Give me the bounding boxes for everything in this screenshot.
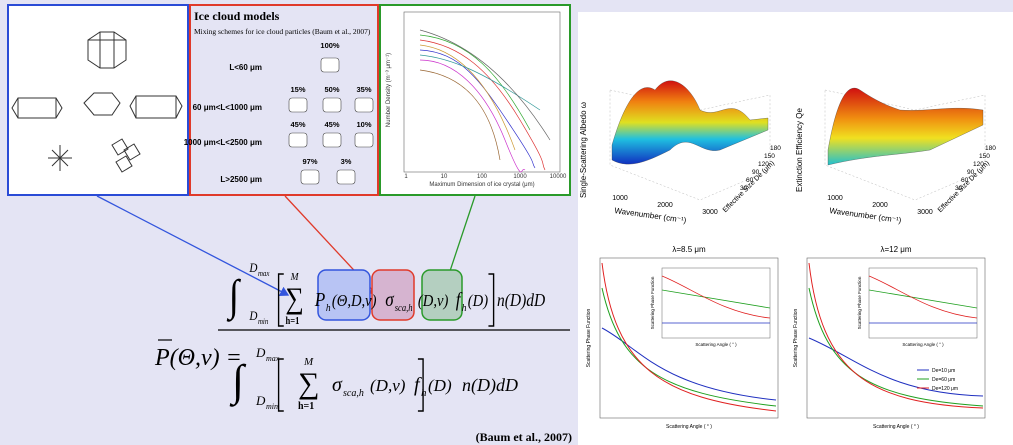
y-tick-label: 180 [985,145,996,152]
x-tick-label: 1000 [513,174,527,180]
sigma-sub: sca,h [343,388,364,399]
inset-y-label: Scattering Phase Function [857,276,862,329]
sum-bottom: h=1 [298,401,314,412]
sigma: σ [385,289,394,312]
sum: ∑ [298,367,319,400]
formula-lhs: P(Θ,ν) = [154,345,242,371]
y-tick-label: 120 [758,161,769,168]
sum: ∑ [285,282,303,315]
x-tick-label: 3000 [917,209,933,216]
f-sub: h [462,302,467,314]
top-strip [578,0,1013,12]
row-label: 1000 μm<L<2500 μm [184,138,262,147]
limit-lower-sub: min [266,402,278,411]
f-sub: h [421,387,427,399]
phase-x-label: Scattering Angle ( ° ) [873,424,919,430]
y-tick-label: 60 [961,177,969,184]
page: Ice cloud models and bulk scattering pro… [0,0,1013,445]
limit-upper-sub: max [266,354,280,363]
extinction-z-label: Extinction Efficiency Qe [795,108,804,192]
inset-y-label: Scattering Phase Function [650,276,655,329]
y-tick-label: 120 [973,161,984,168]
crystal-icon [289,98,307,112]
crystal-icon [323,98,341,112]
x-tick-label: 100 [477,174,488,180]
share-label: 35% [356,85,371,94]
legend-label: De=120 μm [932,386,958,392]
share-label: 45% [290,120,305,129]
y-tick-label: 30 [740,185,748,192]
crystal-icon [289,133,307,147]
y-tick-label: 90 [967,169,975,176]
legend-label: De=10 μm [932,368,955,374]
row-label: 60 μm<L<1000 μm [193,103,262,112]
limit-upper-sub: max [258,268,270,278]
crystal-icon [355,133,373,147]
figure: Ice cloud models Mixing schemes for ice … [0,0,1013,445]
row-label: L<60 μm [229,63,262,72]
sigma-args: (D,ν) [370,376,406,395]
phase-sub: h [326,302,331,314]
phase-args: (Θ,D,ν) [332,292,377,310]
y-tick-label: 180 [770,145,781,152]
inset-x-label: Scattering Angle ( ° ) [695,342,737,347]
models-subtitle: Mixing schemes for ice cloud particles (… [194,27,371,36]
crystal-icon [337,170,355,184]
x-tick-label: 1000 [827,195,843,202]
share-label: 15% [290,85,305,94]
share-label: 97% [302,157,317,166]
y-tick-label: 150 [764,153,775,160]
f-args: (D) [468,292,488,310]
y-tick-label: 90 [752,169,760,176]
crystal-icon [355,98,373,112]
body: Ice cloud models Mixing schemes for ice … [0,0,1013,445]
distribution-x-label: Maximum Dimension of ice crystal (μm) [429,182,534,188]
y-tick-label: 150 [979,153,990,160]
legend-label: De=60 μm [932,377,955,383]
distribution-y-label: Number Density (m⁻³ μm⁻¹) [386,53,392,127]
f-args: (D) [428,376,452,395]
share-label: 3% [341,157,352,166]
x-tick-label: 2000 [657,202,673,209]
limit-lower-sub: min [258,316,269,326]
crystal-icon [301,170,319,184]
sigma-args: (D,ν) [418,292,448,310]
share-label: 50% [324,85,339,94]
x-tick-label: 2000 [872,202,888,209]
sum-top: M [290,271,300,283]
limit-upper: D [255,345,266,360]
inset-x-label: Scattering Angle ( ° ) [902,342,944,347]
sum-bottom: h=1 [285,316,299,327]
phase-title: λ=12 μm [880,245,911,254]
share-label: 100% [320,41,340,50]
limit-lower: D [255,393,266,408]
sigma: σ [332,374,343,396]
share-label: 45% [324,120,339,129]
row-label: L>2500 μm [220,175,262,184]
share-label: 10% [356,120,371,129]
phase-y-label: Scattering Phase Function [793,308,799,367]
x-tick-label: 10000 [550,174,567,180]
crystal-icon [323,133,341,147]
limit-upper: D [248,260,257,275]
crystal-icon [321,58,339,72]
x-tick-label: 1000 [612,195,628,202]
limit-lower: D [248,308,257,323]
sum-top: M [303,356,314,368]
n-dD: n(D)dD [462,375,518,396]
phase-title: λ=8.5 μm [672,245,706,254]
sigma-sub: sca,h [395,303,413,314]
phase-y-label: Scattering Phase Function [586,308,592,367]
albedo-z-label: Single-Scattering Albedo ω [579,102,588,198]
y-tick-label: 60 [746,177,754,184]
citation: (Baum et al., 2007) [476,430,572,444]
phase-x-label: Scattering Angle ( ° ) [666,424,712,430]
phase: P [314,289,325,312]
models-title: Ice cloud models [194,9,280,23]
x-tick-label: 10 [441,174,448,180]
n-dD: n(D)dD [497,290,545,310]
x-tick-label: 3000 [702,209,718,216]
y-tick-label: 30 [955,185,963,192]
